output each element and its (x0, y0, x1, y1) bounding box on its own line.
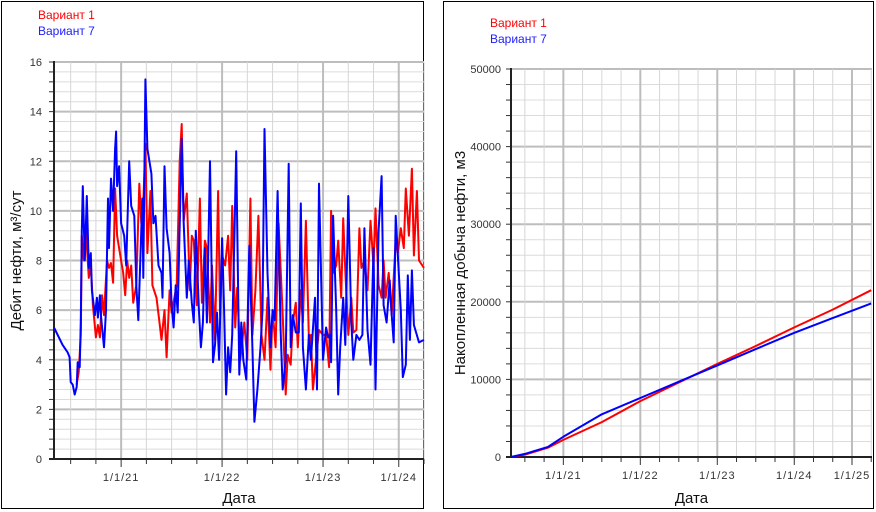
y-tick-label: 50000 (470, 64, 501, 76)
y-tick-label: 20000 (470, 297, 501, 309)
y-tick-label: 2 (36, 404, 42, 416)
daily-rate-chart: 0 2 4 6 8 10 12 14 16 1/1/21 1/1/22 1/1/23 1/1/24 Дат… (8, 57, 425, 507)
y-tick-label: 6 (36, 305, 42, 317)
y-axis-title: Дебит нефти, м³/сут (8, 190, 25, 330)
legend-variant-7: Вариант 7 (490, 32, 547, 46)
x-tick-label: 1/1/22 (204, 472, 241, 484)
x-tick-label: 1/1/24 (380, 472, 417, 484)
y-tick-label: 16 (30, 57, 42, 69)
x-tick-label: 1/1/21 (103, 472, 140, 484)
series-line-variant-1 (510, 289, 872, 458)
legend-variant-1: Вариант 1 (490, 16, 547, 30)
y-tick-label: 12 (30, 156, 42, 168)
x-axis-title: Дата (675, 490, 709, 507)
cumulative-chart-panel: Вариант 1 Вариант 7 0 10000 20000 30000 4000… (443, 1, 874, 509)
y-tick-label: 10000 (470, 374, 501, 386)
x-tick-label: 1/1/23 (699, 470, 736, 482)
x-axis-title: Дата (222, 490, 256, 507)
y-tick-label: 14 (30, 107, 42, 119)
x-tick-label: 1/1/25 (834, 470, 871, 482)
y-tick-label: 10 (30, 206, 42, 218)
x-tick-label: 1/1/23 (305, 472, 342, 484)
y-axis-title: Накопленная добыча нефти, м3 (452, 151, 469, 375)
x-tick-label: 1/1/21 (545, 470, 582, 482)
series-line-variant-7 (510, 302, 872, 458)
y-tick-label: 0 (36, 454, 42, 466)
legend-variant-1: Вариант 1 (38, 8, 95, 22)
legend-variant-7: Вариант 7 (38, 24, 95, 38)
y-tick-label: 8 (36, 256, 42, 268)
y-tick-label: 30000 (470, 219, 501, 231)
daily-rate-chart-panel: Вариант 1 Вариант 7 0 2 4 6 8 10 12 14 16 1/1/21 1… (1, 1, 425, 509)
x-tick-label: 1/1/22 (622, 470, 659, 482)
series-line-variant-7 (53, 78, 425, 423)
y-tick-label: 0 (495, 452, 501, 464)
x-tick-label: 1/1/24 (776, 470, 813, 482)
y-tick-label: 4 (36, 355, 42, 367)
y-tick-label: 40000 (470, 142, 501, 154)
cumulative-chart: 0 10000 20000 30000 40000 50000 1/1/21 1/1/22 1/… (452, 64, 872, 507)
